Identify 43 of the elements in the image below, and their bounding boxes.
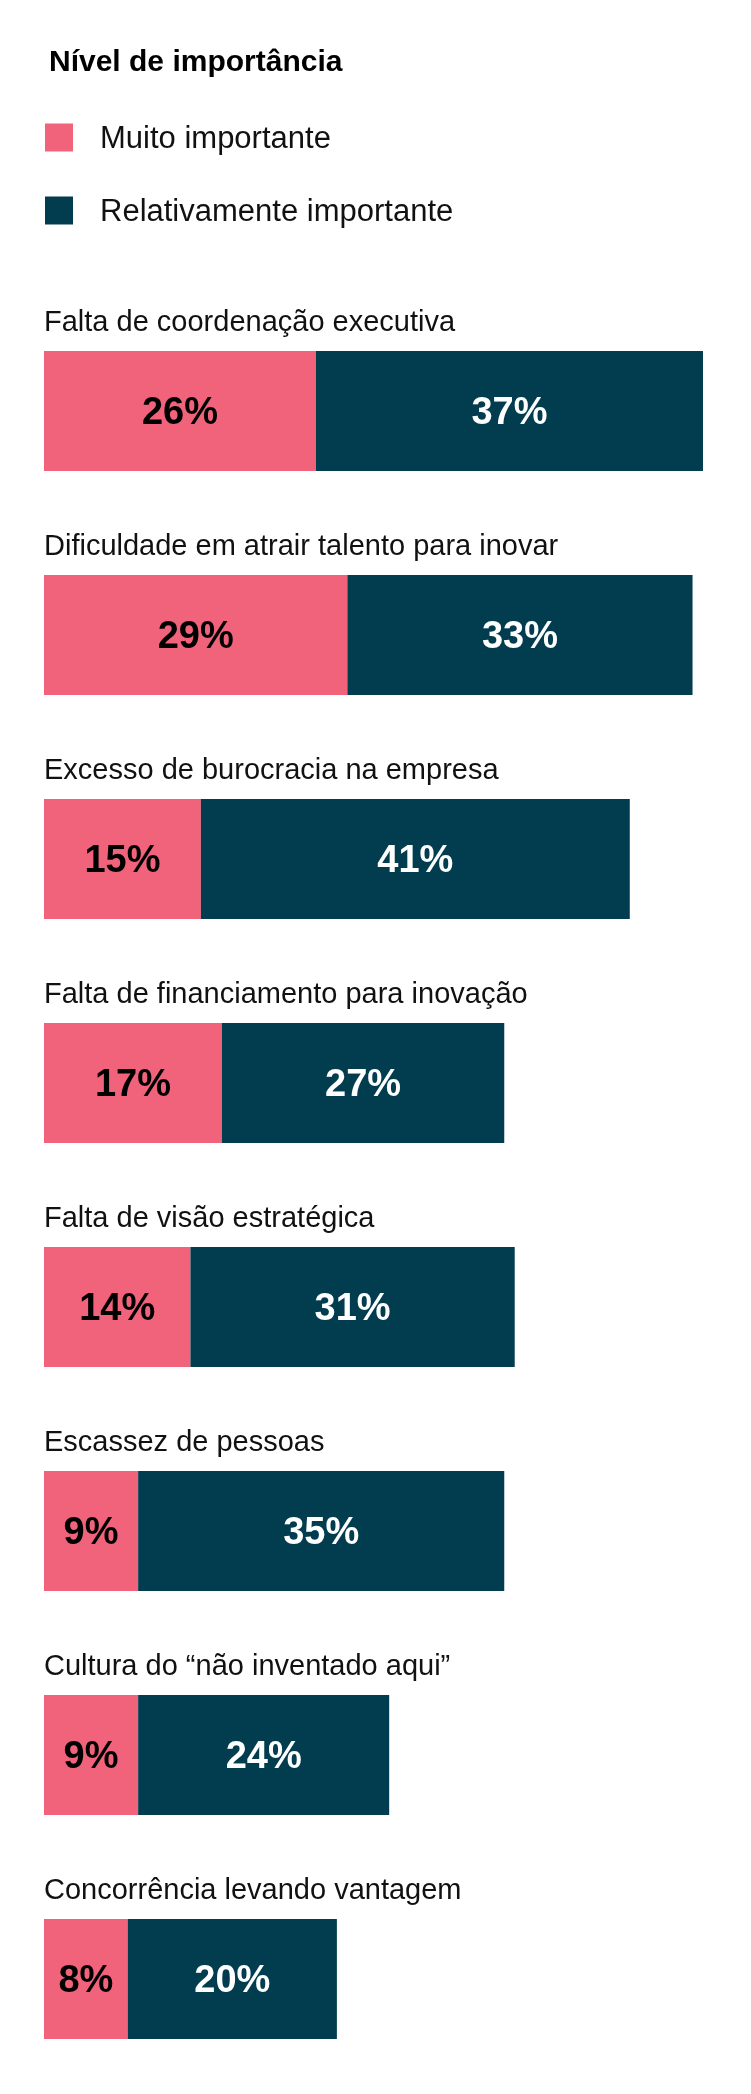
y-tick-label: Falta de financiamento para inovação (44, 976, 528, 1009)
data-label: 27% (325, 1062, 402, 1104)
y-tick-label: Falta de coordenação executiva (44, 304, 456, 337)
y-tick-label: Concorrência levando vantagem (44, 1872, 462, 1905)
data-label: 41% (377, 838, 454, 880)
bar (221, 1023, 505, 1143)
legend-label: Relativamente importante (100, 193, 454, 228)
data-label: 15% (84, 838, 161, 880)
bar (347, 575, 693, 695)
data-label: 37% (471, 390, 548, 432)
data-label: 20% (194, 1958, 271, 2000)
data-label: 9% (63, 1510, 119, 1552)
bar (44, 1471, 139, 1591)
legend-title: Nível de importância (49, 43, 343, 77)
bar (138, 1471, 505, 1591)
bar (44, 1695, 139, 1815)
data-label: 29% (157, 614, 234, 656)
bar (44, 351, 316, 471)
bar (44, 1247, 191, 1367)
y-tick-label: Escassez de pessoas (44, 1424, 325, 1457)
bar (44, 1919, 128, 2039)
data-label: 14% (79, 1286, 156, 1328)
data-label: 26% (141, 390, 219, 432)
bar (190, 1247, 515, 1367)
data-label: 33% (481, 614, 558, 656)
bar (44, 575, 348, 695)
data-label: 8% (58, 1958, 114, 2000)
data-label: 35% (283, 1510, 360, 1552)
data-label: 17% (94, 1062, 171, 1104)
legend-label: Muito importante (100, 120, 331, 155)
bar (138, 1695, 390, 1815)
y-tick-label: Excesso de burocracia na empresa (44, 752, 500, 785)
bar (127, 1919, 337, 2039)
y-tick-label: Falta de visão estratégica (44, 1200, 376, 1233)
y-tick-label: Dificuldade em atrair talento para inovar (44, 528, 559, 561)
y-tick-label: Cultura do “não inventado aqui” (44, 1648, 451, 1681)
bar (315, 351, 703, 471)
bar (44, 799, 201, 919)
bar (200, 799, 630, 919)
data-label: 24% (225, 1734, 302, 1776)
data-label: 31% (314, 1286, 391, 1328)
bar (44, 1023, 222, 1143)
data-label: 9% (63, 1734, 119, 1776)
